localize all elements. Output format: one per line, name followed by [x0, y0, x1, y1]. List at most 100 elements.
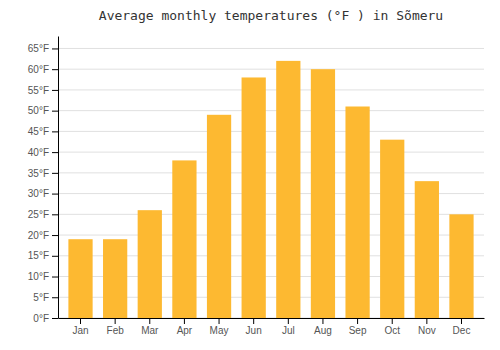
y-tick: 20°F — [28, 230, 58, 241]
x-tick-mark — [288, 318, 289, 324]
grid-line — [58, 89, 484, 90]
bar — [380, 140, 404, 318]
y-tick-mark — [52, 111, 58, 112]
y-tick-label: 30°F — [28, 188, 49, 199]
bar — [207, 115, 231, 318]
y-tick-mark — [52, 90, 58, 91]
grid-line — [58, 110, 484, 111]
y-tick: 50°F — [28, 105, 58, 116]
x-tick-mark — [253, 318, 254, 324]
y-tick-label: 65°F — [28, 43, 49, 54]
y-tick-mark — [52, 48, 58, 49]
y-tick: 15°F — [28, 250, 58, 261]
bar — [68, 239, 92, 318]
bar — [276, 61, 300, 318]
y-tick: 40°F — [28, 147, 58, 158]
x-tick-mark — [392, 318, 393, 324]
y-tick-label: 10°F — [28, 271, 49, 282]
y-tick: 65°F — [28, 43, 58, 54]
y-tick-mark — [52, 194, 58, 195]
x-tick: Mar — [141, 318, 159, 336]
y-tick-label: 15°F — [28, 250, 49, 261]
x-axis-line — [59, 318, 485, 319]
grid-line — [58, 152, 484, 153]
y-tick-mark — [52, 235, 58, 236]
y-tick-mark — [52, 152, 58, 153]
x-tick-label: Oct — [384, 325, 400, 336]
y-tick-mark — [52, 131, 58, 132]
bar — [311, 69, 335, 318]
x-tick-mark — [322, 318, 323, 324]
y-tick: 55°F — [28, 85, 58, 96]
x-tick: Dec — [453, 318, 471, 336]
grid — [58, 48, 484, 318]
y-tick-label: 60°F — [28, 64, 49, 75]
y-tick-mark — [52, 297, 58, 298]
x-tick-label: Feb — [107, 325, 125, 336]
x-tick: Apr — [177, 318, 193, 336]
x-tick: Sep — [349, 318, 367, 336]
x-tick-mark — [219, 318, 220, 324]
y-tick-label: 40°F — [28, 147, 49, 158]
x-tick-mark — [184, 318, 185, 324]
y-tick-mark — [52, 214, 58, 215]
y-tick-mark — [52, 318, 58, 319]
x-tick: Jul — [282, 318, 295, 336]
y-tick-mark — [52, 256, 58, 257]
x-tick-label: Aug — [314, 325, 332, 336]
y-tick: 5°F — [33, 292, 58, 303]
grid-line — [58, 69, 484, 70]
bar — [415, 181, 439, 318]
y-tick: 30°F — [28, 188, 58, 199]
y-tick-label: 5°F — [33, 292, 49, 303]
x-tick: Jan — [72, 318, 88, 336]
y-tick-label: 35°F — [28, 168, 49, 179]
x-tick-mark — [115, 318, 116, 324]
x-tick-mark — [357, 318, 358, 324]
y-tick-label: 55°F — [28, 85, 49, 96]
y-tick-mark — [52, 277, 58, 278]
x-tick: Nov — [418, 318, 436, 336]
bar — [345, 107, 369, 319]
bar — [172, 160, 196, 318]
y-tick-label: 50°F — [28, 105, 49, 116]
y-tick-label: 45°F — [28, 126, 49, 137]
plot-area — [68, 61, 473, 318]
y-axis: 0°F 5°F 10°F 15°F 20°F 25°F 30°F 35°F 40°F 45°F 50… — [28, 37, 59, 324]
x-tick: Feb — [107, 318, 125, 336]
grid-line — [58, 48, 484, 49]
bar — [242, 77, 266, 318]
y-tick: 0°F — [33, 313, 58, 324]
chart: 0°F 5°F 10°F 15°F 20°F 25°F 30°F 35°F 40°F 45°F 50… — [0, 0, 500, 350]
y-axis-line — [58, 37, 59, 319]
x-axis: Jan Feb Mar Apr May Jun Jul Aug Sep Oct Nov Dec — [59, 318, 485, 336]
grid-line — [58, 131, 484, 132]
bar — [449, 214, 473, 318]
x-tick-label: Jul — [282, 325, 295, 336]
x-tick: May — [210, 318, 229, 336]
y-tick-label: 25°F — [28, 209, 49, 220]
x-tick-mark — [426, 318, 427, 324]
x-tick-label: Sep — [349, 325, 367, 336]
x-tick-label: Nov — [418, 325, 436, 336]
y-tick: 10°F — [28, 271, 58, 282]
y-tick-label: 0°F — [33, 313, 49, 324]
y-tick-mark — [52, 173, 58, 174]
y-tick-label: 20°F — [28, 230, 49, 241]
x-tick: Aug — [314, 318, 332, 336]
y-tick: 35°F — [28, 168, 58, 179]
x-tick-label: May — [210, 325, 229, 336]
y-tick: 25°F — [28, 209, 58, 220]
x-tick: Jun — [246, 318, 262, 336]
x-tick-mark — [80, 318, 81, 324]
bar — [138, 210, 162, 318]
title: Average monthly temperatures (°F ) in Sõ… — [99, 8, 443, 23]
x-tick-mark — [461, 318, 462, 324]
x-tick-label: Dec — [453, 325, 471, 336]
x-tick-label: Jan — [72, 325, 88, 336]
y-tick-mark — [52, 69, 58, 70]
x-tick-label: Jun — [246, 325, 262, 336]
y-tick: 60°F — [28, 64, 58, 75]
y-tick: 45°F — [28, 126, 58, 137]
x-tick: Oct — [384, 318, 400, 336]
